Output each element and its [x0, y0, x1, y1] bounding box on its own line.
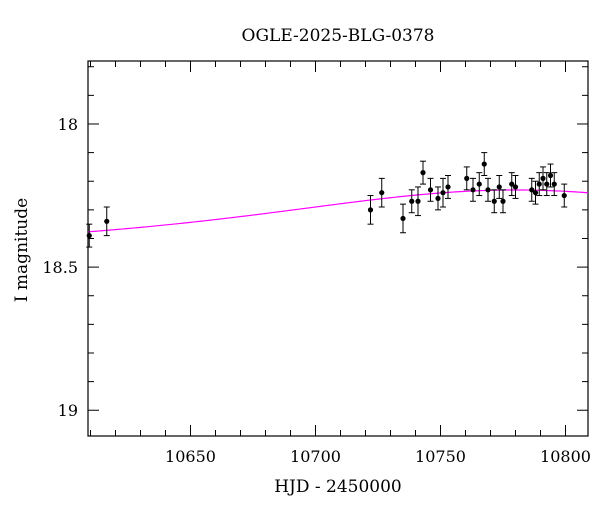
data-point: [420, 170, 426, 176]
plot-frame: [87, 60, 589, 437]
chart-title: OGLE-2025-BLG-0378: [242, 26, 435, 46]
data-point: [509, 181, 515, 187]
data-point: [400, 215, 406, 222]
data-point: [485, 187, 491, 193]
data-point: [512, 184, 519, 190]
data-point: [544, 181, 550, 187]
data-point: [481, 161, 487, 167]
data-point: [104, 218, 110, 224]
x-axis-ticks: 10650 10700 10750 10800: [90, 61, 591, 466]
model-curve: [87, 189, 589, 233]
data-point: [540, 175, 546, 181]
data-point: [476, 181, 482, 187]
y-tick-label: 19: [58, 401, 78, 420]
data-point: [491, 198, 497, 204]
data-point: [464, 175, 470, 181]
data-point: [500, 198, 506, 204]
data-point: [86, 233, 92, 239]
data-point: [536, 181, 542, 187]
data-point: [551, 181, 557, 187]
y-tick-label: 18: [58, 115, 78, 134]
x-tick-label: 10650: [165, 447, 216, 466]
data-point: [470, 187, 476, 193]
x-tick-label: 10750: [415, 447, 466, 466]
data-point: [532, 190, 539, 196]
data-point: [367, 207, 374, 213]
data-point: [427, 187, 434, 193]
data-point: [440, 190, 446, 196]
x-axis-label: HJD - 2450000: [274, 477, 402, 497]
data-point: [547, 172, 554, 179]
y-tick-label: 18.5: [42, 258, 78, 277]
data-point: [379, 190, 385, 196]
data-point: [496, 184, 502, 190]
data-point: [445, 184, 451, 190]
y-axis-ticks: 18 18.5 19: [42, 66, 588, 420]
x-tick-label: 10800: [540, 447, 591, 466]
data-points-layer: [86, 152, 568, 248]
data-point: [415, 198, 421, 204]
data-point: [561, 192, 567, 199]
model-layer: [87, 189, 589, 233]
data-point: [435, 195, 441, 202]
x-tick-label: 10700: [290, 447, 341, 466]
y-axis-label: I magnitude: [12, 198, 32, 302]
data-point: [409, 198, 415, 204]
data-point: [529, 187, 535, 193]
